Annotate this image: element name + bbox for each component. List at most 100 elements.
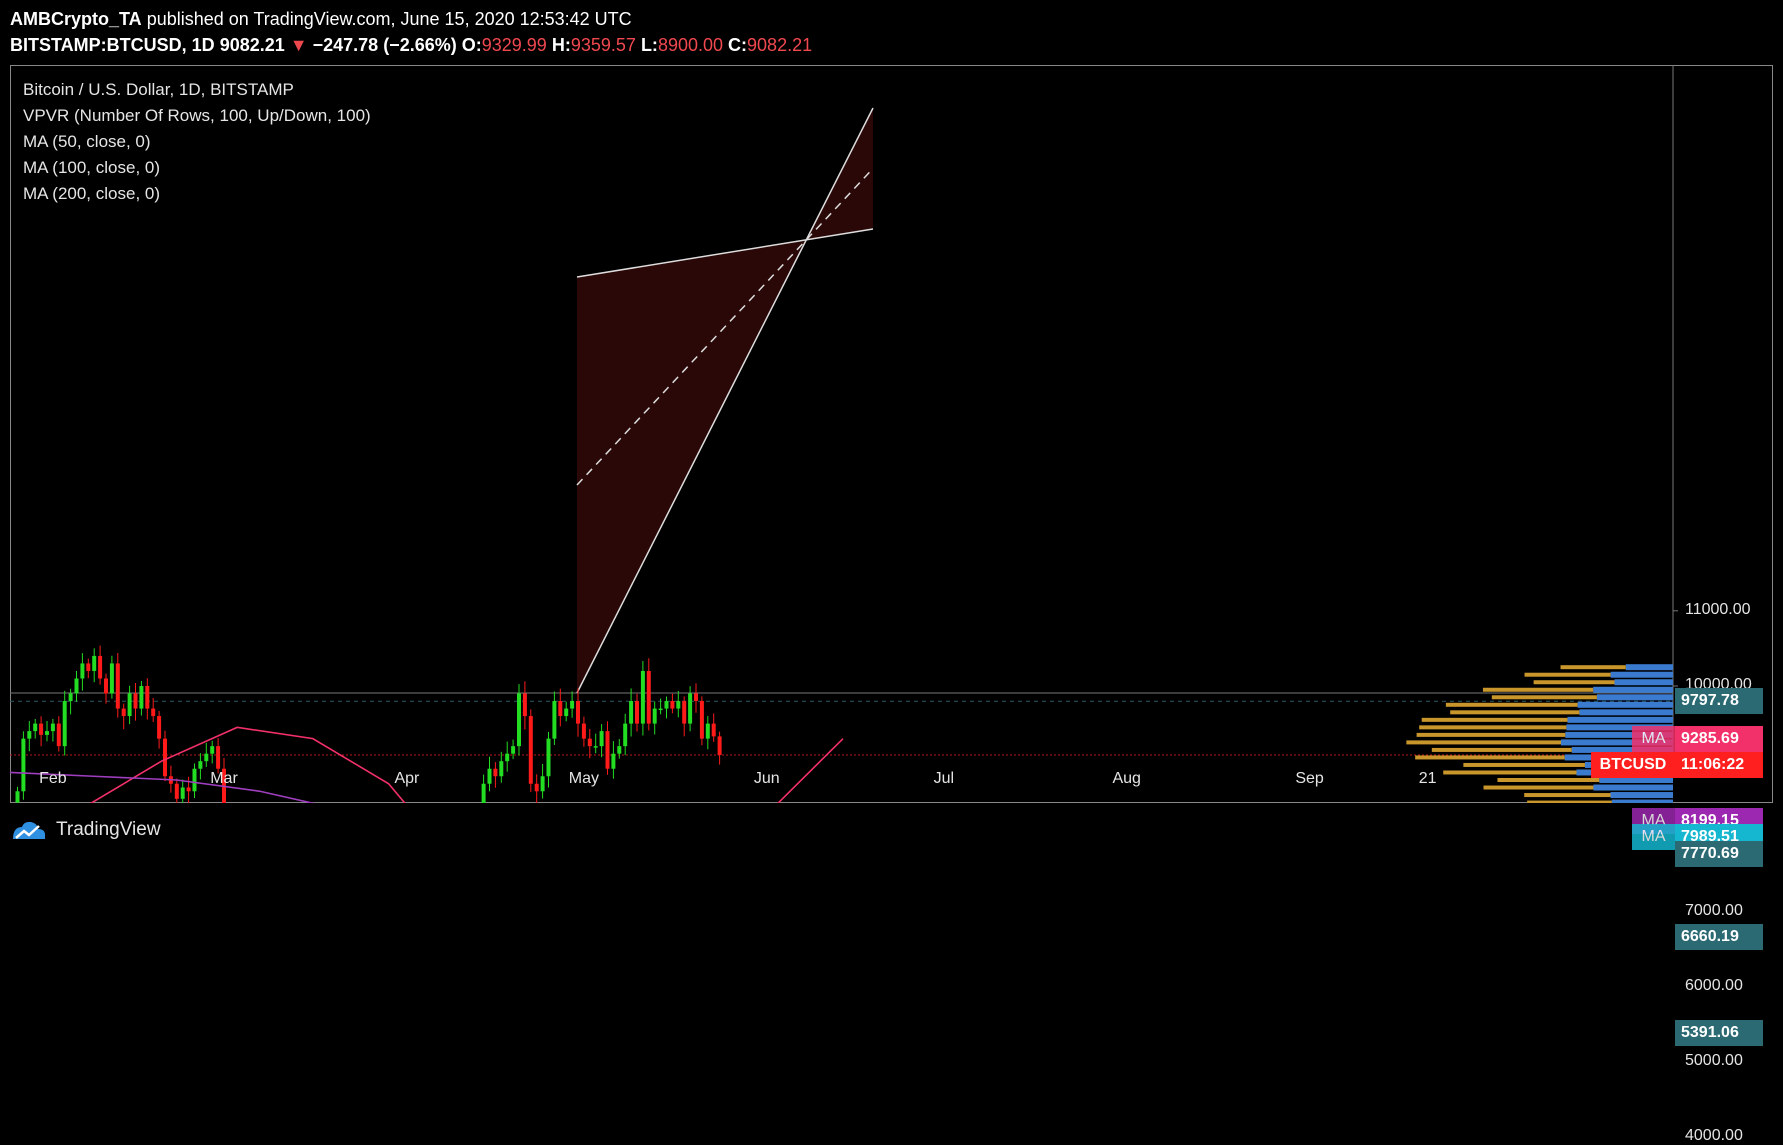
candle-body[interactable]: [139, 686, 144, 709]
candle-body[interactable]: [481, 783, 486, 803]
candle-body[interactable]: [98, 655, 103, 679]
candle-body[interactable]: [68, 693, 73, 702]
candle-body[interactable]: [617, 746, 622, 754]
candle-body[interactable]: [145, 686, 150, 709]
vp-bar-up: [1561, 739, 1673, 746]
candle-body[interactable]: [670, 701, 675, 709]
candle-body[interactable]: [517, 693, 521, 747]
candle-body[interactable]: [658, 708, 663, 711]
price-tag-level-6660: 6660.19: [1675, 924, 1763, 951]
ohlc-line: BITSTAMP:BTCUSD, 1D 9082.21 ▼ −247.78 (−…: [10, 32, 812, 58]
candle-body[interactable]: [546, 738, 551, 777]
legend-ma100[interactable]: MA (100, close, 0): [23, 158, 161, 177]
candle-body[interactable]: [204, 753, 209, 762]
candle-body[interactable]: [652, 708, 657, 724]
candle-body[interactable]: [180, 787, 185, 799]
candle-body[interactable]: [676, 701, 681, 709]
candle-body[interactable]: [558, 701, 563, 717]
candle-body[interactable]: [493, 768, 498, 777]
candle-body[interactable]: [151, 708, 156, 717]
candle-body[interactable]: [56, 723, 61, 747]
open-label: O:: [461, 35, 482, 55]
candle-body[interactable]: [581, 723, 586, 739]
candle-body[interactable]: [682, 701, 687, 724]
candle-body[interactable]: [50, 723, 55, 732]
candle-body[interactable]: [198, 761, 203, 769]
candle-body[interactable]: [528, 716, 533, 784]
vp-bar-down: [1497, 778, 1600, 782]
candle-body[interactable]: [640, 670, 645, 724]
footer-brand[interactable]: TradingView: [56, 819, 161, 840]
vp-bar-up: [1614, 679, 1673, 686]
vp-bar-up: [1610, 792, 1673, 799]
candle-body[interactable]: [611, 753, 616, 769]
candle-body[interactable]: [192, 768, 197, 792]
candle-body[interactable]: [127, 693, 132, 717]
candle-body[interactable]: [39, 723, 44, 735]
candle-body[interactable]: [121, 708, 126, 717]
candle-body[interactable]: [27, 731, 32, 739]
candle-body[interactable]: [576, 701, 580, 724]
candle-body[interactable]: [74, 678, 79, 694]
candle-body[interactable]: [174, 783, 179, 799]
candle-body[interactable]: [699, 701, 704, 739]
candle-body[interactable]: [522, 693, 527, 717]
author[interactable]: AMBCrypto_TA: [10, 9, 142, 29]
candle-body[interactable]: [688, 693, 693, 724]
legend-vpvr[interactable]: VPVR (Number Of Rows, 100, Up/Down, 100): [23, 106, 371, 125]
x-tick-label: Mar: [210, 770, 238, 787]
candle-body[interactable]: [115, 663, 120, 709]
candle-body[interactable]: [599, 731, 604, 747]
candle-body[interactable]: [635, 701, 639, 724]
candle-body[interactable]: [499, 761, 504, 777]
candle-body[interactable]: [623, 723, 628, 747]
candle-body[interactable]: [605, 731, 610, 769]
candle-body[interactable]: [163, 738, 167, 777]
candle-body[interactable]: [540, 776, 545, 792]
candle-body[interactable]: [593, 746, 598, 748]
candle-body[interactable]: [80, 663, 85, 679]
candle-body[interactable]: [487, 768, 492, 784]
candle-body[interactable]: [552, 701, 557, 739]
vp-bar-up: [1571, 746, 1673, 753]
candle-body[interactable]: [705, 723, 710, 739]
candle-body[interactable]: [15, 791, 20, 803]
candle-body[interactable]: [629, 701, 634, 724]
candle-body[interactable]: [587, 738, 592, 747]
price-tag-level-9797: 9797.78: [1675, 688, 1763, 715]
vp-bar-down: [1421, 717, 1568, 722]
candle-body[interactable]: [694, 693, 698, 702]
candle-body[interactable]: [62, 701, 67, 747]
candle-body[interactable]: [570, 701, 575, 709]
vp-bar-up: [1599, 777, 1673, 783]
candle-body[interactable]: [505, 753, 510, 762]
chart-svg[interactable]: [10, 65, 1773, 803]
candle-body[interactable]: [511, 746, 516, 754]
candle-body[interactable]: [564, 708, 569, 717]
candle-body[interactable]: [216, 746, 221, 769]
candle-body[interactable]: [186, 787, 191, 792]
x-tick-label: Jul: [933, 770, 955, 787]
legend-ma50[interactable]: MA (50, close, 0): [23, 132, 151, 151]
candle-body[interactable]: [92, 655, 97, 671]
candle-body[interactable]: [21, 738, 26, 792]
candle-body[interactable]: [104, 678, 108, 694]
chart-frame: [10, 65, 1773, 803]
candle-body[interactable]: [157, 716, 162, 739]
candle-body[interactable]: [711, 723, 716, 737]
candle-body[interactable]: [210, 746, 215, 754]
high-value: 9359.57: [570, 35, 636, 55]
high-label: H:: [551, 35, 571, 55]
price-tag-level-7770: 7770.69: [1675, 840, 1763, 867]
candle-body[interactable]: [646, 670, 651, 724]
candle-body[interactable]: [717, 736, 722, 756]
candle-body[interactable]: [664, 701, 669, 709]
vp-bar-down: [1482, 687, 1594, 692]
legend-ma200[interactable]: MA (200, close, 0): [23, 184, 161, 203]
candle-body[interactable]: [109, 663, 114, 694]
candle-body[interactable]: [45, 731, 49, 735]
candle-body[interactable]: [534, 783, 539, 792]
candle-body[interactable]: [86, 663, 91, 671]
candle-body[interactable]: [133, 693, 138, 709]
candle-body[interactable]: [33, 723, 38, 732]
